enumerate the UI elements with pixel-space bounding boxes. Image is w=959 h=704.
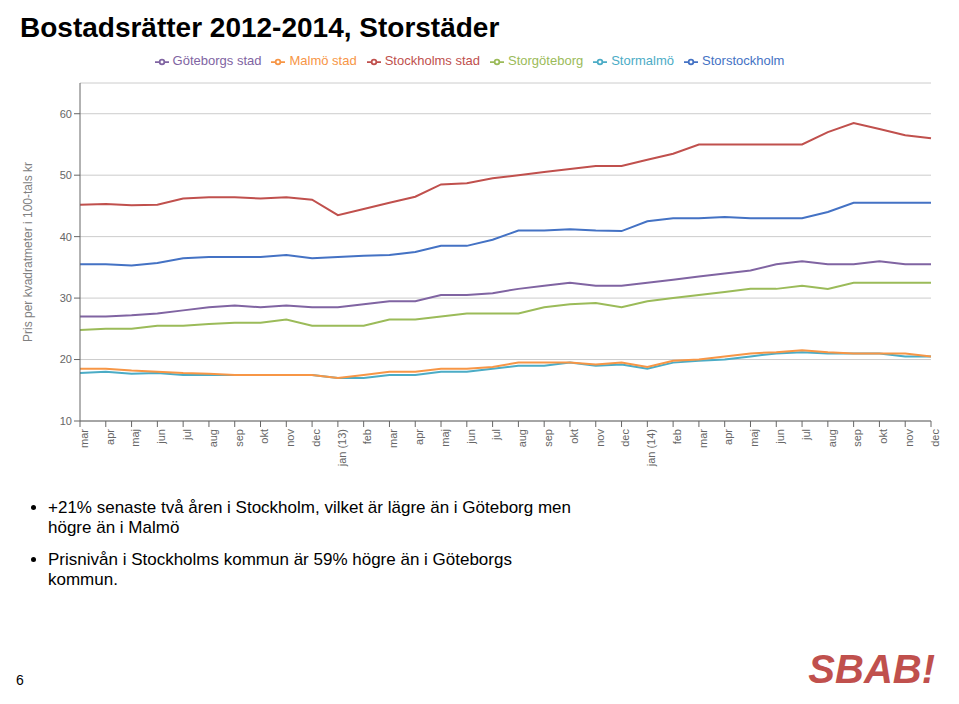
svg-text:nov: nov [594,429,606,447]
html-text:Prisnivån i Stockholms kommun: Prisnivån i Stockholms kommun är 59% hög… [48,550,512,589]
svg-text:jul: jul [800,429,812,441]
svg-text:jan (13): jan (13) [336,429,348,467]
svg-text:okt: okt [877,429,889,444]
svg-text:aug: aug [826,429,838,447]
svg-text:dec: dec [619,429,631,447]
svg-text:nov: nov [284,429,296,447]
svg-text:mar: mar [697,429,709,448]
svg-text:20: 20 [60,353,72,365]
html-text:Malmö stad: Malmö stad [289,53,357,68]
svg-text:50: 50 [60,169,72,181]
svg-text:jan (14): jan (14) [645,429,657,467]
svg-text:dec: dec [310,429,322,447]
svg-text:feb: feb [361,429,373,444]
svg-text:Pris per kvadratmeter i 100-ta: Pris per kvadratmeter i 100-tals kr [21,162,35,342]
svg-text:apr: apr [723,429,735,445]
svg-text:40: 40 [60,231,72,243]
svg-text:feb: feb [671,429,683,444]
svg-text:mar: mar [387,429,399,448]
html-text:Stockholms stad: Stockholms stad [384,53,480,68]
svg-text:jul: jul [490,429,502,441]
svg-text:60: 60 [60,108,72,120]
html-text:Storgöteborg: Storgöteborg [508,53,584,68]
svg-text:sep: sep [542,429,554,447]
svg-text:okt: okt [568,429,580,444]
svg-text:maj: maj [439,429,451,447]
html-text:Göteborgs stad: Göteborgs stad [172,53,262,68]
svg-text:jun: jun [774,429,786,445]
svg-text:jun: jun [465,429,477,445]
svg-text:jun: jun [155,429,167,445]
svg-text:mar: mar [78,429,90,448]
html-text:6: 6 [16,672,24,688]
svg-text:apr: apr [413,429,425,445]
svg-text:maj: maj [129,429,141,447]
svg-text:okt: okt [258,429,270,444]
svg-text:aug: aug [516,429,528,447]
svg-text:dec: dec [929,429,941,447]
svg-text:nov: nov [903,429,915,447]
svg-text:30: 30 [60,292,72,304]
html-text:Storstockholm: Storstockholm [702,53,785,68]
html-text:Bostadsrätter 2012-2014, Stors: Bostadsrätter 2012-2014, Storstäder [20,12,500,43]
svg-text:sep: sep [851,429,863,447]
html-text:SBAB!: SBAB! [808,647,935,691]
html-text:+21% senaste två åren i Stockh: +21% senaste två åren i Stockholm, vilke… [48,498,571,537]
html-text:Stormalmö: Stormalmö [611,53,675,68]
svg-text:aug: aug [207,429,219,447]
svg-text:sep: sep [233,429,245,447]
svg-text:10: 10 [60,415,72,427]
svg-text:apr: apr [104,429,116,445]
svg-text:maj: maj [748,429,760,447]
svg-text:jul: jul [181,429,193,441]
